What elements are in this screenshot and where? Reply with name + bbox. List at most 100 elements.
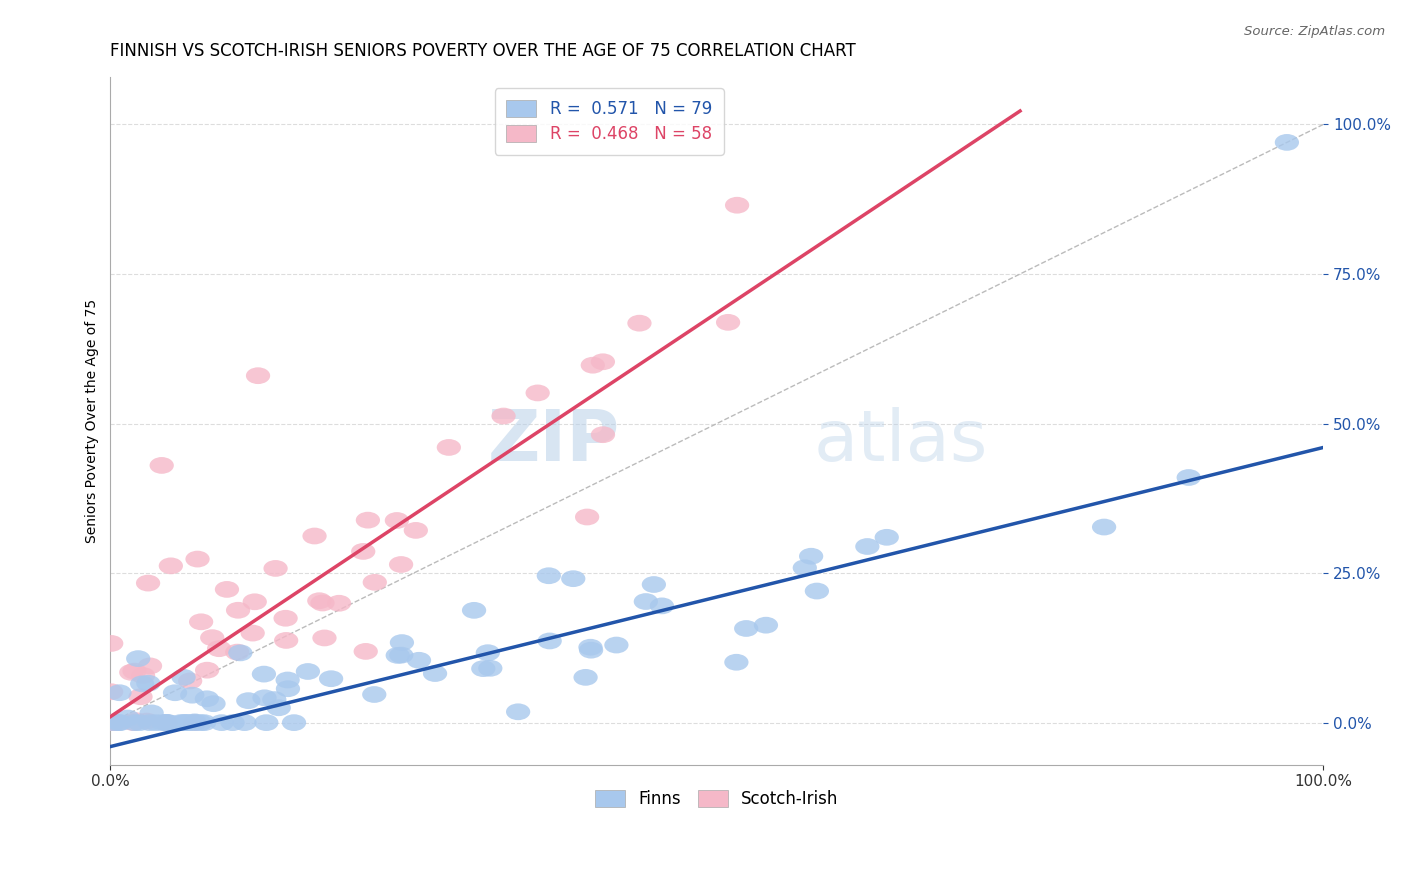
Ellipse shape [183,714,207,731]
Ellipse shape [243,593,267,610]
Ellipse shape [319,670,343,687]
Ellipse shape [295,663,321,680]
Ellipse shape [274,632,298,648]
Ellipse shape [492,408,516,425]
Ellipse shape [159,558,183,574]
Text: FINNISH VS SCOTCH-IRISH SENIORS POVERTY OVER THE AGE OF 75 CORRELATION CHART: FINNISH VS SCOTCH-IRISH SENIORS POVERTY … [111,42,856,60]
Ellipse shape [716,314,740,331]
Ellipse shape [105,714,129,731]
Ellipse shape [1275,134,1299,151]
Ellipse shape [725,197,749,213]
Ellipse shape [153,714,177,731]
Ellipse shape [108,714,132,731]
Ellipse shape [195,662,219,679]
Ellipse shape [650,598,673,615]
Ellipse shape [131,667,155,684]
Ellipse shape [281,714,307,731]
Ellipse shape [385,647,411,664]
Ellipse shape [101,714,125,731]
Ellipse shape [179,673,202,690]
Ellipse shape [578,639,603,656]
Ellipse shape [207,640,231,657]
Ellipse shape [221,714,245,731]
Ellipse shape [138,657,162,674]
Ellipse shape [855,538,880,555]
Ellipse shape [253,690,277,706]
Ellipse shape [107,714,131,731]
Ellipse shape [115,710,139,726]
Ellipse shape [1092,518,1116,535]
Ellipse shape [875,529,898,546]
Ellipse shape [471,660,495,677]
Ellipse shape [526,384,550,401]
Ellipse shape [634,593,658,610]
Ellipse shape [124,712,148,729]
Ellipse shape [356,512,380,529]
Ellipse shape [107,684,132,701]
Ellipse shape [591,353,614,370]
Ellipse shape [226,602,250,619]
Ellipse shape [353,643,378,660]
Ellipse shape [156,714,181,731]
Ellipse shape [193,714,217,731]
Ellipse shape [328,595,352,612]
Ellipse shape [129,675,155,692]
Ellipse shape [437,439,461,456]
Ellipse shape [537,632,562,649]
Ellipse shape [128,689,153,705]
Ellipse shape [98,714,122,731]
Ellipse shape [579,642,603,658]
Ellipse shape [201,695,225,712]
Ellipse shape [389,647,413,664]
Ellipse shape [143,714,169,731]
Ellipse shape [478,660,502,677]
Ellipse shape [172,669,195,686]
Ellipse shape [363,686,387,703]
Ellipse shape [389,634,413,651]
Ellipse shape [136,574,160,591]
Ellipse shape [183,714,207,731]
Ellipse shape [194,690,219,707]
Ellipse shape [104,714,128,731]
Ellipse shape [174,714,200,731]
Ellipse shape [352,543,375,560]
Ellipse shape [188,614,214,630]
Ellipse shape [155,714,179,731]
Ellipse shape [385,512,409,529]
Ellipse shape [177,714,201,731]
Ellipse shape [120,664,143,681]
Ellipse shape [172,714,195,731]
Ellipse shape [180,687,204,704]
Ellipse shape [581,357,605,374]
Ellipse shape [537,567,561,584]
Ellipse shape [183,714,207,731]
Ellipse shape [312,630,336,647]
Text: Source: ZipAtlas.com: Source: ZipAtlas.com [1244,25,1385,38]
Ellipse shape [302,528,326,544]
Ellipse shape [138,714,162,731]
Ellipse shape [186,550,209,567]
Ellipse shape [122,714,146,731]
Ellipse shape [128,714,152,731]
Ellipse shape [591,426,614,443]
Ellipse shape [574,669,598,686]
Ellipse shape [575,508,599,525]
Ellipse shape [228,645,253,661]
Ellipse shape [754,616,778,633]
Ellipse shape [311,595,335,611]
Text: atlas: atlas [814,407,988,475]
Ellipse shape [254,714,278,731]
Ellipse shape [307,592,332,609]
Ellipse shape [236,692,260,709]
Ellipse shape [406,652,432,669]
Ellipse shape [101,714,125,731]
Ellipse shape [135,713,159,730]
Ellipse shape [506,704,530,720]
Ellipse shape [127,650,150,667]
Ellipse shape [139,705,163,722]
Ellipse shape [225,644,249,660]
Ellipse shape [209,714,233,731]
Ellipse shape [605,637,628,654]
Ellipse shape [363,574,387,591]
Ellipse shape [163,684,187,701]
